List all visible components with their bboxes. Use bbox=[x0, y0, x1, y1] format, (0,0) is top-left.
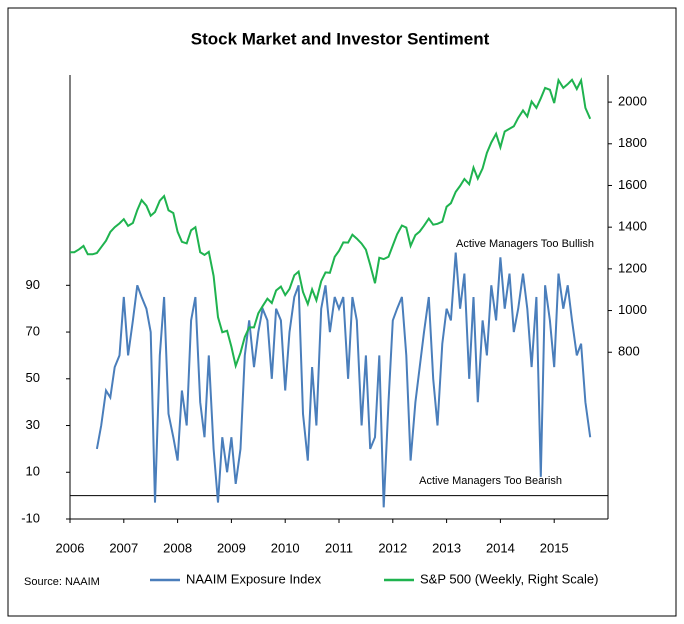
y-tick-label: -10 bbox=[21, 510, 40, 525]
x-tick-label: 2012 bbox=[378, 540, 407, 555]
y-tick-label: 10 bbox=[26, 464, 40, 479]
y2-tick-label: 1600 bbox=[618, 177, 647, 192]
x-tick-label: 2013 bbox=[432, 540, 461, 555]
legend-label: S&P 500 (Weekly, Right Scale) bbox=[420, 571, 598, 586]
annotation: Active Managers Too Bullish bbox=[456, 238, 594, 250]
legend-label: NAAIM Exposure Index bbox=[186, 571, 322, 586]
frame bbox=[7, 7, 677, 617]
x-tick-label: 2007 bbox=[109, 540, 138, 555]
y-tick-label: 30 bbox=[26, 417, 40, 432]
x-tick-label: 2011 bbox=[325, 540, 353, 555]
x-tick-label: 2015 bbox=[540, 540, 569, 555]
x-tick-label: 2008 bbox=[163, 540, 192, 555]
y2-tick-label: 1400 bbox=[618, 219, 647, 234]
y-tick-label: 70 bbox=[26, 323, 40, 338]
x-tick-label: 2010 bbox=[271, 540, 300, 555]
annotation: Active Managers Too Bearish bbox=[419, 475, 562, 487]
x-tick-label: 2009 bbox=[217, 540, 246, 555]
series-line bbox=[95, 252, 592, 508]
y2-tick-label: 1000 bbox=[618, 302, 647, 317]
series-line bbox=[70, 77, 592, 370]
y-tick-label: 90 bbox=[26, 277, 40, 292]
y-tick-label: 50 bbox=[26, 370, 40, 385]
x-tick-label: 2014 bbox=[486, 540, 515, 555]
y2-tick-label: 1800 bbox=[618, 135, 647, 150]
y2-tick-label: 2000 bbox=[618, 94, 647, 109]
y2-tick-label: 800 bbox=[618, 344, 640, 359]
y2-tick-label: 1200 bbox=[618, 260, 647, 275]
chart-title: Stock Market and Investor Sentiment bbox=[191, 29, 490, 48]
x-tick-label: 2006 bbox=[56, 540, 85, 555]
source: Source: NAAIM bbox=[24, 576, 100, 588]
